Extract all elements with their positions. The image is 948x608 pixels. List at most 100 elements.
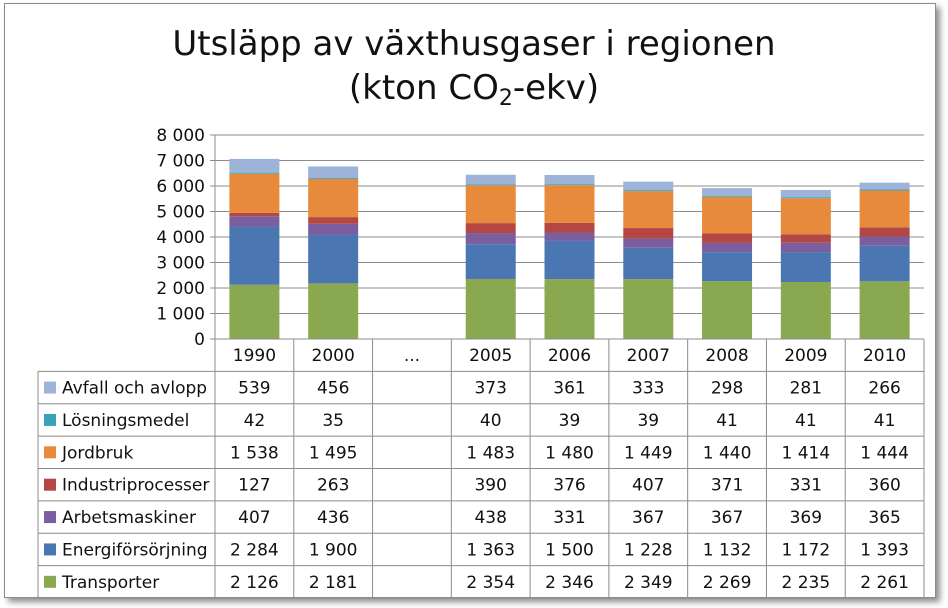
bar-segment: [308, 223, 359, 235]
legend-key: [44, 543, 56, 556]
bar-segment: [859, 190, 910, 228]
table-value: 436: [317, 508, 349, 528]
table-value: 1 900: [309, 540, 358, 560]
table-value: 2 235: [781, 573, 830, 593]
bar-segment: [702, 281, 753, 339]
table-value: 539: [238, 379, 270, 399]
table-value: 42: [244, 411, 266, 431]
table-value: 298: [711, 379, 743, 399]
bar-segment: [702, 233, 753, 243]
category-label: 2006: [548, 346, 591, 366]
legend-label: Transporter: [61, 573, 159, 593]
bar-segment: [780, 252, 831, 283]
legend-label: Avfall och avlopp: [62, 379, 207, 399]
bar-segment: [702, 195, 753, 197]
legend-label: Arbetsmaskiner: [62, 508, 196, 528]
category-label: 2005: [469, 346, 512, 366]
bar-segment: [859, 227, 910, 237]
y-tick-label: 1 000: [156, 305, 205, 325]
bar-segment: [229, 172, 280, 174]
y-tick-label: 7 000: [156, 152, 205, 172]
legend-key: [44, 446, 56, 459]
category-label: 2000: [312, 346, 355, 366]
bar-segment: [780, 197, 831, 199]
bar-segment: [465, 223, 516, 234]
bar-segment: [229, 284, 280, 339]
bar-segment: [308, 217, 359, 224]
table-value: 2 349: [624, 573, 673, 593]
bar-segment: [780, 282, 831, 339]
bar-segment: [308, 178, 359, 218]
table-value: 407: [632, 476, 664, 496]
bar-segment: [465, 233, 516, 245]
legend-key: [44, 413, 56, 426]
table-value: 1 495: [309, 443, 358, 463]
title-unit-suffix: -ekv): [512, 68, 600, 108]
bar-segment: [859, 245, 910, 282]
chart-title-line1: Utsläpp av växthusgaser i regionen: [172, 24, 776, 64]
legend-key: [44, 381, 56, 394]
table-value: 263: [317, 476, 349, 496]
table-value: 1 228: [624, 540, 673, 560]
table-value: 367: [632, 508, 664, 528]
table-value: 1 414: [781, 443, 830, 463]
y-tick-label: 2 000: [156, 279, 205, 299]
legend-key: [44, 511, 56, 524]
bar-segment: [859, 281, 910, 339]
legend-key: [44, 575, 56, 588]
bar-segment: [780, 198, 831, 235]
bar-segment: [623, 191, 674, 229]
bar-segment: [623, 238, 674, 248]
table-value: 1 132: [703, 540, 752, 560]
table-value: 1 483: [466, 443, 515, 463]
y-tick-label: 6 000: [156, 177, 205, 197]
table-value: 376: [553, 476, 585, 496]
table-value: 456: [317, 379, 349, 399]
y-tick-label: 4 000: [156, 228, 205, 248]
legend-label: Industriprocesser: [62, 476, 209, 496]
bar-segment: [465, 185, 516, 224]
table-value: 40: [480, 411, 502, 431]
table-value: 1 363: [466, 540, 515, 560]
table-value: 1 440: [703, 443, 752, 463]
table-value: 2 284: [230, 540, 279, 560]
bar-segment: [702, 252, 753, 282]
table-value: 438: [474, 508, 506, 528]
bar-segment: [308, 283, 359, 339]
table-value: 2 346: [545, 573, 594, 593]
bar-segment: [308, 178, 359, 179]
bar-segment: [229, 173, 280, 213]
bar-segment: [544, 185, 595, 223]
bar-segment: [702, 242, 753, 253]
bar-segment: [544, 184, 595, 186]
bar-segment: [465, 184, 516, 186]
table-value: 373: [474, 379, 506, 399]
table-value: 1 172: [781, 540, 830, 560]
legend-key: [44, 478, 56, 491]
legend-label: Lösningsmedel: [62, 411, 189, 431]
table-value: 41: [795, 411, 817, 431]
bar-segment: [544, 174, 595, 185]
table-value: 371: [711, 476, 743, 496]
bar-segment: [229, 216, 280, 227]
table-value: 2 181: [309, 573, 358, 593]
table-value: 331: [790, 476, 822, 496]
y-tick-label: 0: [194, 330, 205, 350]
category-label: 1990: [233, 346, 276, 366]
title-unit-prefix: (kton CO: [348, 68, 499, 108]
category-label: 2008: [705, 346, 748, 366]
table-value: 1 449: [624, 443, 673, 463]
table-value: 331: [553, 508, 585, 528]
bar-segment: [465, 174, 516, 185]
bar-segment: [229, 212, 280, 217]
bar-segment: [859, 189, 910, 191]
bar-segment: [465, 278, 516, 339]
table-value: 127: [238, 476, 270, 496]
table-value: 2 261: [860, 573, 909, 593]
bar-segment: [544, 232, 595, 241]
bar-segment: [623, 181, 674, 191]
bar-segment: [544, 222, 595, 233]
title-unit-subscript: 2: [498, 86, 513, 111]
bar-segment: [229, 158, 280, 173]
